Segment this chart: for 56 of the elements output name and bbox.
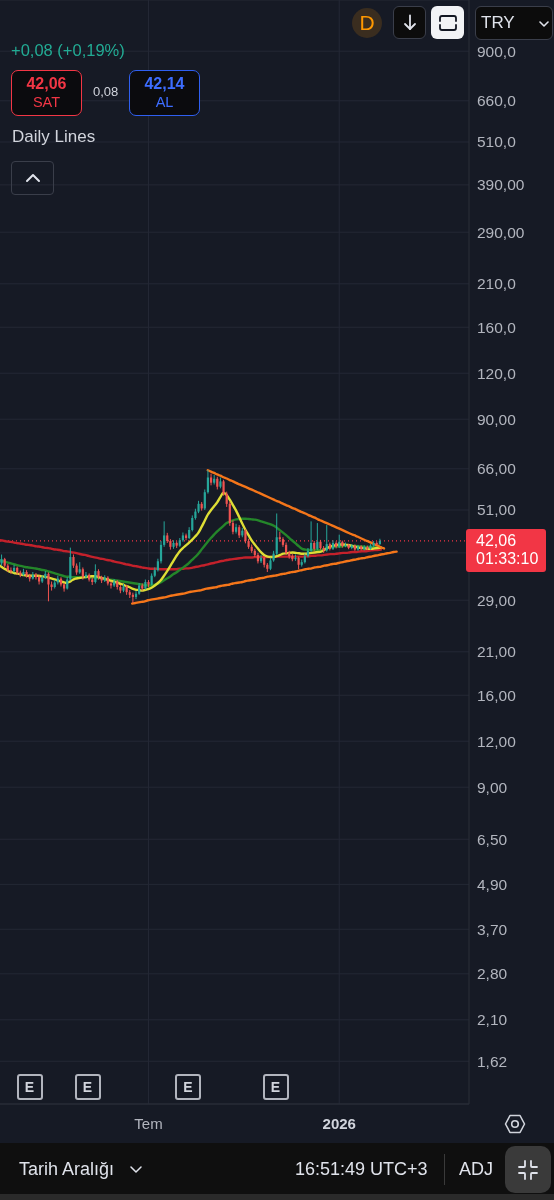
annotation: 0,08	[93, 84, 119, 100]
y-tick-label: 290,00	[477, 223, 525, 241]
text: +0,08 (+0,19%)	[11, 40, 125, 60]
y-tick-label: 2,80	[477, 965, 508, 983]
annotation: AL	[154, 94, 175, 111]
candlestick	[88, 572, 91, 583]
price-tag: 42,06 01:33:10	[466, 528, 546, 572]
y-tick-label: 900,0	[477, 42, 517, 60]
sell-button: 42,06 SAT	[11, 70, 82, 116]
candlestick	[47, 571, 50, 602]
y-tick-label: 2,10	[477, 1011, 508, 1029]
annotation: E	[183, 1079, 193, 1095]
y-tick-label: 160,0	[477, 318, 517, 336]
currency-dropdown: TRY	[475, 6, 553, 40]
y-tick-label: 3,70	[477, 920, 508, 938]
square-badge: E	[74, 1074, 101, 1100]
ref-line-label: 42,06	[476, 531, 517, 550]
round-badge: D	[352, 8, 382, 38]
x-tick-label: 2026	[322, 1115, 356, 1133]
candlestick	[84, 571, 88, 580]
annotation: E	[82, 1079, 93, 1095]
line-series	[206, 469, 386, 550]
y-tick-label: 21,00	[477, 643, 517, 661]
y-tick-label: 90,00	[477, 410, 517, 428]
y-tick-label: 16,00	[477, 686, 517, 704]
y-tick-label: 120,0	[477, 364, 517, 382]
annotation: E	[24, 1079, 35, 1095]
annotation: SAT	[31, 94, 62, 111]
annotation: D	[359, 11, 375, 34]
buy-button: 42,14 AL	[129, 70, 200, 116]
candlestick	[9, 566, 13, 575]
y-tick-label: 660,0	[477, 92, 517, 110]
annotation: E	[270, 1079, 281, 1095]
y-tick-label: 510,0	[477, 133, 517, 151]
square-badge: E	[262, 1074, 289, 1100]
annotation: 42,06	[25, 75, 68, 93]
square-badge: E	[16, 1074, 43, 1100]
y-tick-label: 390,00	[477, 176, 525, 194]
y-tick-label: 1,62	[477, 1052, 508, 1070]
x-tick-label: Tem	[134, 1115, 163, 1133]
toolbar: Tarih Aralığı 16:51:49 UTC+3 ADJ	[0, 1143, 554, 1200]
line-series	[131, 550, 398, 605]
y-tick-label: 51,00	[477, 501, 517, 519]
candlestick	[234, 523, 238, 535]
annotation: 42,14	[143, 75, 186, 93]
candlestick	[275, 512, 278, 556]
y-tick-label: 29,00	[477, 591, 517, 609]
line-series	[0, 491, 383, 592]
y-tick-label: 4,90	[477, 875, 508, 893]
y-tick-label: 66,00	[477, 460, 517, 478]
y-tick-label: 210,0	[477, 275, 517, 293]
annotation: Daily Lines	[12, 127, 96, 147]
y-tick-label: 9,00	[477, 778, 508, 796]
y-tick-label: 6,50	[477, 830, 508, 848]
square-badge: E	[175, 1074, 201, 1100]
y-tick-label: 12,00	[477, 732, 517, 750]
